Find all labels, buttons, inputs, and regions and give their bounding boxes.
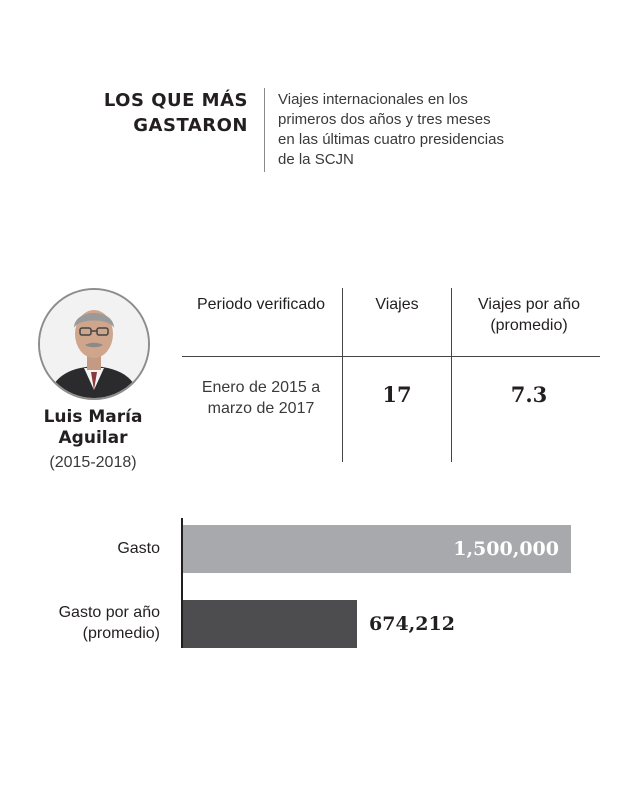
person-period: (2015-2018) (49, 454, 137, 471)
table-header-rule (182, 356, 600, 357)
title-divider (264, 88, 265, 172)
bar-value-gasto: 1,500,000 (453, 538, 559, 560)
table-divider-1 (342, 288, 343, 462)
table-header-periodo-label: Periodo verificado (196, 296, 326, 313)
section-title: LOS QUE MÁS GASTARON (60, 88, 248, 138)
title-line-1: LOS QUE MÁS (103, 90, 248, 111)
bar-gasto (183, 525, 571, 573)
portrait-photo (38, 288, 150, 400)
person-name: Luis María Aguilar (20, 407, 166, 449)
person-name-line-1: Luis María (43, 407, 143, 427)
person-portrait-icon (40, 290, 148, 398)
table-header-periodo: Periodo verificado (182, 294, 340, 315)
person-name-line-2: Aguilar (58, 428, 128, 448)
bar-axis (181, 518, 183, 648)
section-subtitle: Viajes internacionales en los primeros d… (278, 91, 504, 168)
table-cell-periodo: Enero de 2015 a marzo de 2017 (201, 379, 321, 417)
title-line-2: GASTARON (133, 115, 248, 136)
bar-label-gasto: Gasto (117, 540, 160, 557)
table-header-viajes-label: Viajes (375, 296, 419, 313)
table-cell-viajes-por-anio: 7.3 (510, 382, 548, 407)
table-header-viajes-por-anio: Viajes por año (promedio) (452, 294, 606, 336)
table-cell-viajes: 17 (382, 382, 412, 407)
bar-label-gasto-por-anio: Gasto por año (promedio) (58, 604, 160, 642)
bar-gasto-por-anio (183, 600, 357, 648)
bar-value-gasto-por-anio: 674,212 (369, 613, 455, 635)
table-header-viajes: Viajes (344, 294, 450, 315)
table-header-viajes-por-anio-label: Viajes por año (promedio) (478, 296, 580, 334)
table-divider-2 (451, 288, 452, 462)
